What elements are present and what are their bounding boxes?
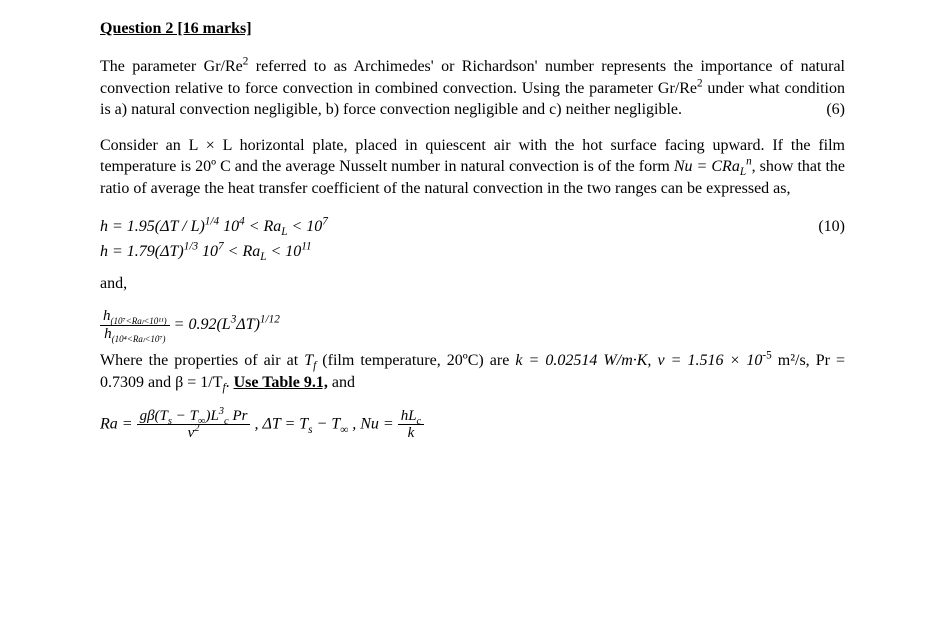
eq1-exp: 1/4 (205, 215, 219, 227)
ratio-den: h(10⁴<Raₗ<10⁷) (100, 326, 170, 343)
nu-frac: hLc k (398, 408, 425, 442)
eq2-cond-sup2: 11 (301, 241, 311, 253)
ratio-num: h(10⁷<Raₗ<10¹¹) (100, 308, 170, 326)
question-heading: Question 2 [16 marks] (100, 20, 845, 38)
p1-text-a: The parameter Gr/Re (100, 58, 243, 75)
page: Question 2 [16 marks] The parameter Gr/R… (0, 0, 945, 638)
p3-f: and (328, 374, 355, 391)
ra-den-sup: 2 (194, 423, 199, 434)
eq2-lhs: h = 1.79(ΔT)1/3 107 < RaL < 1011 (100, 239, 312, 265)
eq1-lhs: h = 1.95(ΔT / L)1/4 104 < RaL < 107 (100, 214, 328, 240)
eq2-a: h = 1.79(ΔT) (100, 243, 184, 260)
defs-equation: Ra = gβ(Ts − T∞)L3c Pr ν2 , ΔT = Ts − T∞… (100, 408, 845, 442)
eq2-exp: 1/3 (184, 241, 198, 253)
nu-den: k (398, 425, 425, 442)
nu-num: hLc (398, 408, 425, 426)
nu-a: , Nu = (348, 415, 397, 432)
and-text: and, (100, 273, 845, 295)
eq1-cond-pre: 10 (219, 218, 239, 235)
ratio-num-h: h (103, 308, 111, 324)
eq1-cond-end: < 10 (288, 218, 323, 235)
ra-num-a: gβ(T (140, 408, 168, 424)
p3-e: . (226, 374, 234, 391)
ra-den: ν2 (137, 425, 251, 442)
nu-num-a: hL (401, 408, 417, 424)
ratio-den-sub: (10⁴<Raₗ<10⁷) (112, 334, 166, 344)
ra-lhs: Ra = (100, 415, 137, 432)
ra-num-b: − T (172, 408, 198, 424)
ratio-rhs: = 0.92(L3ΔT)1/12 (174, 316, 280, 333)
eq2-cond-mid: < Ra (224, 243, 261, 260)
ratio-rhs-b: ΔT) (236, 316, 260, 333)
p3-sup: -5 (762, 350, 771, 362)
ratio-rhs-exp: 1/12 (260, 314, 280, 326)
equation-1: h = 1.95(ΔT / L)1/4 104 < RaL < 107 (10) (100, 214, 845, 240)
eq1-cond-mid: < Ra (245, 218, 282, 235)
equation-2: h = 1.79(ΔT)1/3 107 < RaL < 1011 (100, 239, 845, 265)
paragraph-1: The parameter Gr/Re2 referred to as Arch… (100, 56, 845, 121)
ra-num-c: )L (205, 408, 218, 424)
ratio-frac: h(10⁷<Raₗ<10¹¹) h(10⁴<Raₗ<10⁷) (100, 308, 170, 342)
ra-num-d: Pr (229, 408, 248, 424)
ra-frac: gβ(Ts − T∞)L3c Pr ν2 (137, 408, 251, 442)
marks-6: (6) (826, 99, 845, 121)
paragraph-3: Where the properties of air at Tf (film … (100, 350, 845, 393)
equations-block: h = 1.95(ΔT / L)1/4 104 < RaL < 107 (10)… (100, 214, 845, 265)
ratio-rhs-a: = 0.92(L (174, 316, 231, 333)
marks-10: (10) (328, 214, 845, 240)
eq1-a: h = 1.95(ΔT / L) (100, 218, 205, 235)
dt-a: , ΔT = T (254, 415, 308, 432)
ratio-den-h: h (104, 326, 112, 342)
dt-b: − T (313, 415, 341, 432)
p3-b: (film temperature, 20ºC) are (316, 352, 515, 369)
nu-form-lhs: Nu = CRa (674, 158, 740, 175)
p3-Tf: Tf (304, 352, 316, 369)
nu-form: Nu = CRaLn (674, 158, 752, 175)
ratio-num-sub: (10⁷<Raₗ<10¹¹) (111, 316, 167, 326)
p3-a: Where the properties of air at (100, 352, 304, 369)
use-table: Use Table 9.1, (234, 374, 328, 391)
ratio-equation: h(10⁷<Raₗ<10¹¹) h(10⁴<Raₗ<10⁷) = 0.92(L3… (100, 308, 845, 342)
p3-c: k = 0.02514 W/m·K, ν = 1.516 × 10 (515, 352, 762, 369)
eq2-cond-end: < 10 (266, 243, 301, 260)
eq2-cond-pre: 10 (198, 243, 218, 260)
paragraph-2: Consider an L × L horizontal plate, plac… (100, 135, 845, 200)
nu-num-sub: c (417, 416, 422, 427)
nu-form-sub: L (740, 167, 746, 179)
